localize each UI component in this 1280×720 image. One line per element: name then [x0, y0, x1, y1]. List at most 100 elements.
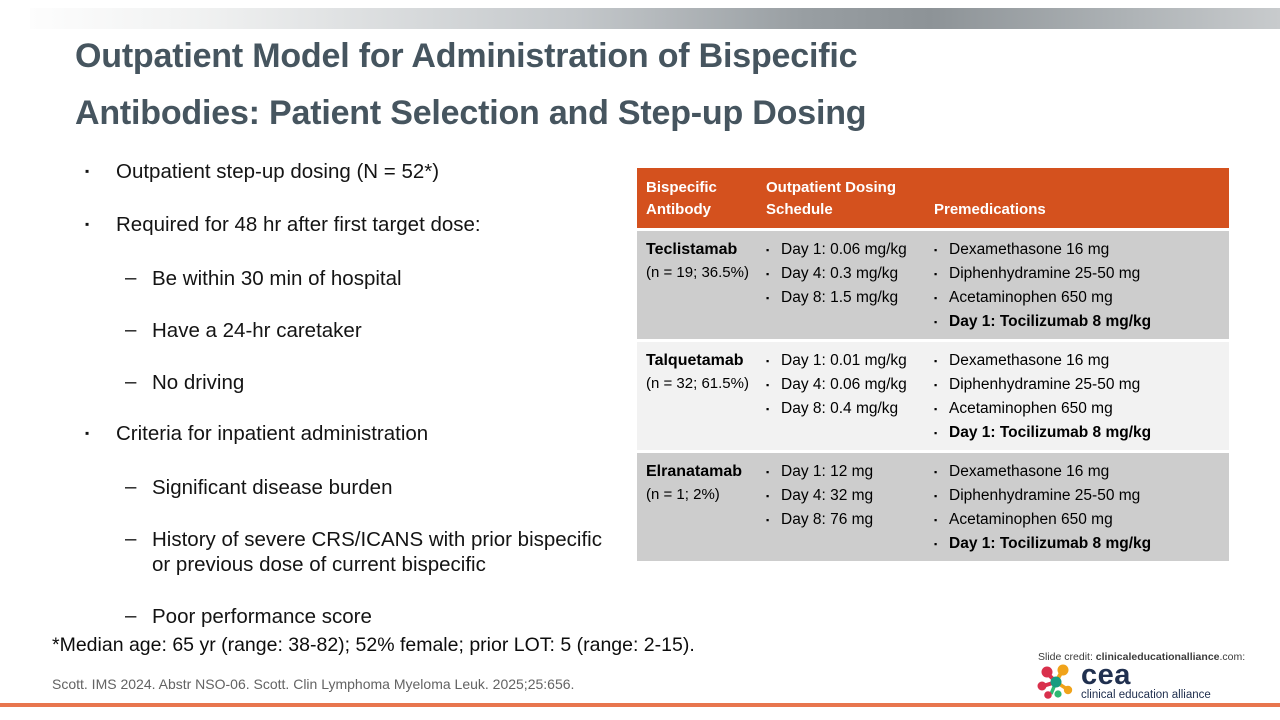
credit-domain: clinicaleducationalliance	[1095, 651, 1220, 663]
bullet-square-icon: ▪	[766, 269, 770, 279]
list-item: – Be within 30 min of hospital	[125, 266, 633, 291]
bullet-text: Criteria for inpatient administration	[116, 422, 429, 445]
dosing-cell: ▪ Day 1: 0.01 mg/kg ▪ Day 4: 0.06 mg/kg ▪ D…	[757, 342, 925, 450]
dosing-text: Day 1: 12 mg	[781, 463, 874, 480]
premeds-cell: ▪ Dexamethasone 16 mg ▪ Diphenhydramine 25…	[925, 342, 1229, 450]
bullet-square-icon: ▪	[766, 356, 770, 366]
list-item: – History of severe CRS/ICANS with prior …	[125, 527, 633, 577]
list-item: – Have a 24-hr caretaker	[125, 318, 633, 343]
bullet-square-icon: ▪	[934, 539, 938, 549]
premed-item-bold: ▪ Day 1: Tocilizumab 8 mg/kg	[934, 532, 1225, 556]
bullet-square-icon: ▪	[85, 217, 90, 231]
dosing-text: Day 1: 0.06 mg/kg	[781, 241, 907, 258]
list-item: – Significant disease burden	[125, 475, 633, 500]
bullet-text: Have a 24-hr caretaker	[152, 319, 362, 342]
dosing-item: ▪ Day 1: 0.06 mg/kg	[766, 238, 921, 262]
slide-title: Outpatient Model for Administration of B…	[75, 28, 1215, 142]
premed-item: ▪ Dexamethasone 16 mg	[934, 238, 1225, 262]
list-item: – No driving	[125, 370, 633, 395]
bullet-square-icon: ▪	[934, 245, 938, 255]
dash-icon: –	[125, 527, 137, 550]
dash-icon: –	[125, 604, 137, 627]
bullet-square-icon: ▪	[766, 491, 770, 501]
dash-icon: –	[125, 266, 137, 289]
slide-title-line1: Outpatient Model for Administration of B…	[75, 37, 858, 75]
cea-logo: cea clinical education alliance	[1036, 659, 1211, 701]
bullet-square-icon: ▪	[85, 426, 90, 440]
premed-item: ▪ Diphenhydramine 25-50 mg	[934, 262, 1225, 286]
slide-title-line2: Antibodies: Patient Selection and Step-u…	[75, 94, 867, 132]
credit-prefix: Slide credit:	[1038, 651, 1096, 663]
premed-item: ▪ Dexamethasone 16 mg	[934, 460, 1225, 484]
list-item: ▪ Criteria for inpatient administration	[85, 422, 633, 446]
premed-item: ▪ Acetaminophen 650 mg	[934, 286, 1225, 310]
dash-icon: –	[125, 475, 137, 498]
dosing-item: ▪ Day 8: 0.4 mg/kg	[766, 397, 921, 421]
premed-item: ▪ Acetaminophen 650 mg	[934, 508, 1225, 532]
table-header-outpatient-dosing-schedule: Outpatient Dosing Schedule	[766, 179, 896, 218]
premed-item: ▪ Diphenhydramine 25-50 mg	[934, 373, 1225, 397]
dosing-item: ▪ Day 1: 0.01 mg/kg	[766, 349, 921, 373]
footnote: *Median age: 65 yr (range: 38-82); 52% f…	[52, 634, 695, 656]
bullet-text: Outpatient step-up dosing (N = 52*)	[116, 160, 440, 183]
drug-name: Teclistamab	[646, 241, 738, 258]
dosing-text: Day 8: 1.5 mg/kg	[781, 289, 899, 306]
top-gradient-bar	[30, 8, 1280, 29]
bullet-text: Significant disease burden	[152, 476, 393, 499]
premed-item-bold: ▪ Day 1: Tocilizumab 8 mg/kg	[934, 310, 1225, 334]
dosing-cell: ▪ Day 1: 12 mg ▪ Day 4: 32 mg ▪ Day 8: 76 m…	[757, 453, 925, 561]
bullet-text: Poor performance score	[152, 605, 372, 628]
bottom-accent-bar	[0, 703, 1280, 707]
dosing-text: Day 8: 76 mg	[781, 511, 874, 528]
drug-name: Talquetamab	[646, 352, 744, 369]
premed-item-bold: ▪ Day 1: Tocilizumab 8 mg/kg	[934, 421, 1225, 445]
bullet-square-icon: ▪	[766, 293, 770, 303]
list-item: ▪ Outpatient step-up dosing (N = 52*)	[85, 160, 633, 184]
premed-text: Acetaminophen 650 mg	[949, 289, 1113, 306]
bullet-text: Required for 48 hr after first target do…	[116, 213, 481, 236]
dash-icon: –	[125, 318, 137, 341]
dosing-table: Bispecific Antibody Outpatient Dosing Sc…	[637, 168, 1229, 561]
drug-n: (n = 1; 2%)	[646, 486, 720, 503]
table-header-premedications: Premedications	[934, 201, 1046, 218]
citation: Scott. IMS 2024. Abstr NSO-06. Scott. Cl…	[52, 676, 575, 692]
cea-logo-icon	[1037, 664, 1073, 699]
cea-wordmark: cea	[1081, 659, 1131, 691]
dosing-item: ▪ Day 8: 76 mg	[766, 508, 921, 532]
bullet-square-icon: ▪	[934, 317, 938, 327]
table-row-teclistamab: Teclistamab (n = 19; 36.5%) ▪ Day 1: 0.06…	[637, 231, 1229, 339]
bullet-square-icon: ▪	[766, 467, 770, 477]
bullet-square-icon: ▪	[85, 164, 90, 178]
table-row-talquetamab: Talquetamab (n = 32; 61.5%) ▪ Day 1: 0.01…	[637, 342, 1229, 450]
list-item: ▪ Required for 48 hr after first target d…	[85, 213, 633, 237]
premed-item: ▪ Diphenhydramine 25-50 mg	[934, 484, 1225, 508]
bullet-square-icon: ▪	[934, 515, 938, 525]
bullet-list: ▪ Outpatient step-up dosing (N = 52*) ▪ Re…	[85, 160, 633, 656]
bullet-square-icon: ▪	[934, 356, 938, 366]
bullet-square-icon: ▪	[934, 467, 938, 477]
premed-item: ▪ Dexamethasone 16 mg	[934, 349, 1225, 373]
premed-text: Diphenhydramine 25-50 mg	[949, 265, 1141, 282]
bullet-square-icon: ▪	[766, 404, 770, 414]
premed-text: Diphenhydramine 25-50 mg	[949, 376, 1141, 393]
dosing-cell: ▪ Day 1: 0.06 mg/kg ▪ Day 4: 0.3 mg/kg ▪ Da…	[757, 231, 925, 339]
bullet-square-icon: ▪	[934, 491, 938, 501]
premed-text: Day 1: Tocilizumab 8 mg/kg	[949, 313, 1152, 330]
premed-text: Dexamethasone 16 mg	[949, 463, 1110, 480]
cea-tagline: clinical education alliance	[1081, 689, 1211, 701]
dosing-text: Day 4: 0.3 mg/kg	[781, 265, 899, 282]
bullet-square-icon: ▪	[766, 515, 770, 525]
dosing-item: ▪ Day 4: 0.3 mg/kg	[766, 262, 921, 286]
bullet-square-icon: ▪	[766, 245, 770, 255]
drug-cell: Teclistamab (n = 19; 36.5%)	[637, 231, 757, 339]
dosing-item: ▪ Day 1: 12 mg	[766, 460, 921, 484]
drug-cell: Elranatamab (n = 1; 2%)	[637, 453, 757, 561]
dosing-text: Day 1: 0.01 mg/kg	[781, 352, 907, 369]
bullet-text: No driving	[152, 371, 245, 394]
premed-item: ▪ Acetaminophen 650 mg	[934, 397, 1225, 421]
bullet-square-icon: ▪	[934, 293, 938, 303]
bullet-text: Be within 30 min of hospital	[152, 267, 402, 290]
dosing-text: Day 4: 32 mg	[781, 487, 874, 504]
bullet-text: History of severe CRS/ICANS with prior b…	[152, 528, 602, 576]
dosing-item: ▪ Day 4: 0.06 mg/kg	[766, 373, 921, 397]
